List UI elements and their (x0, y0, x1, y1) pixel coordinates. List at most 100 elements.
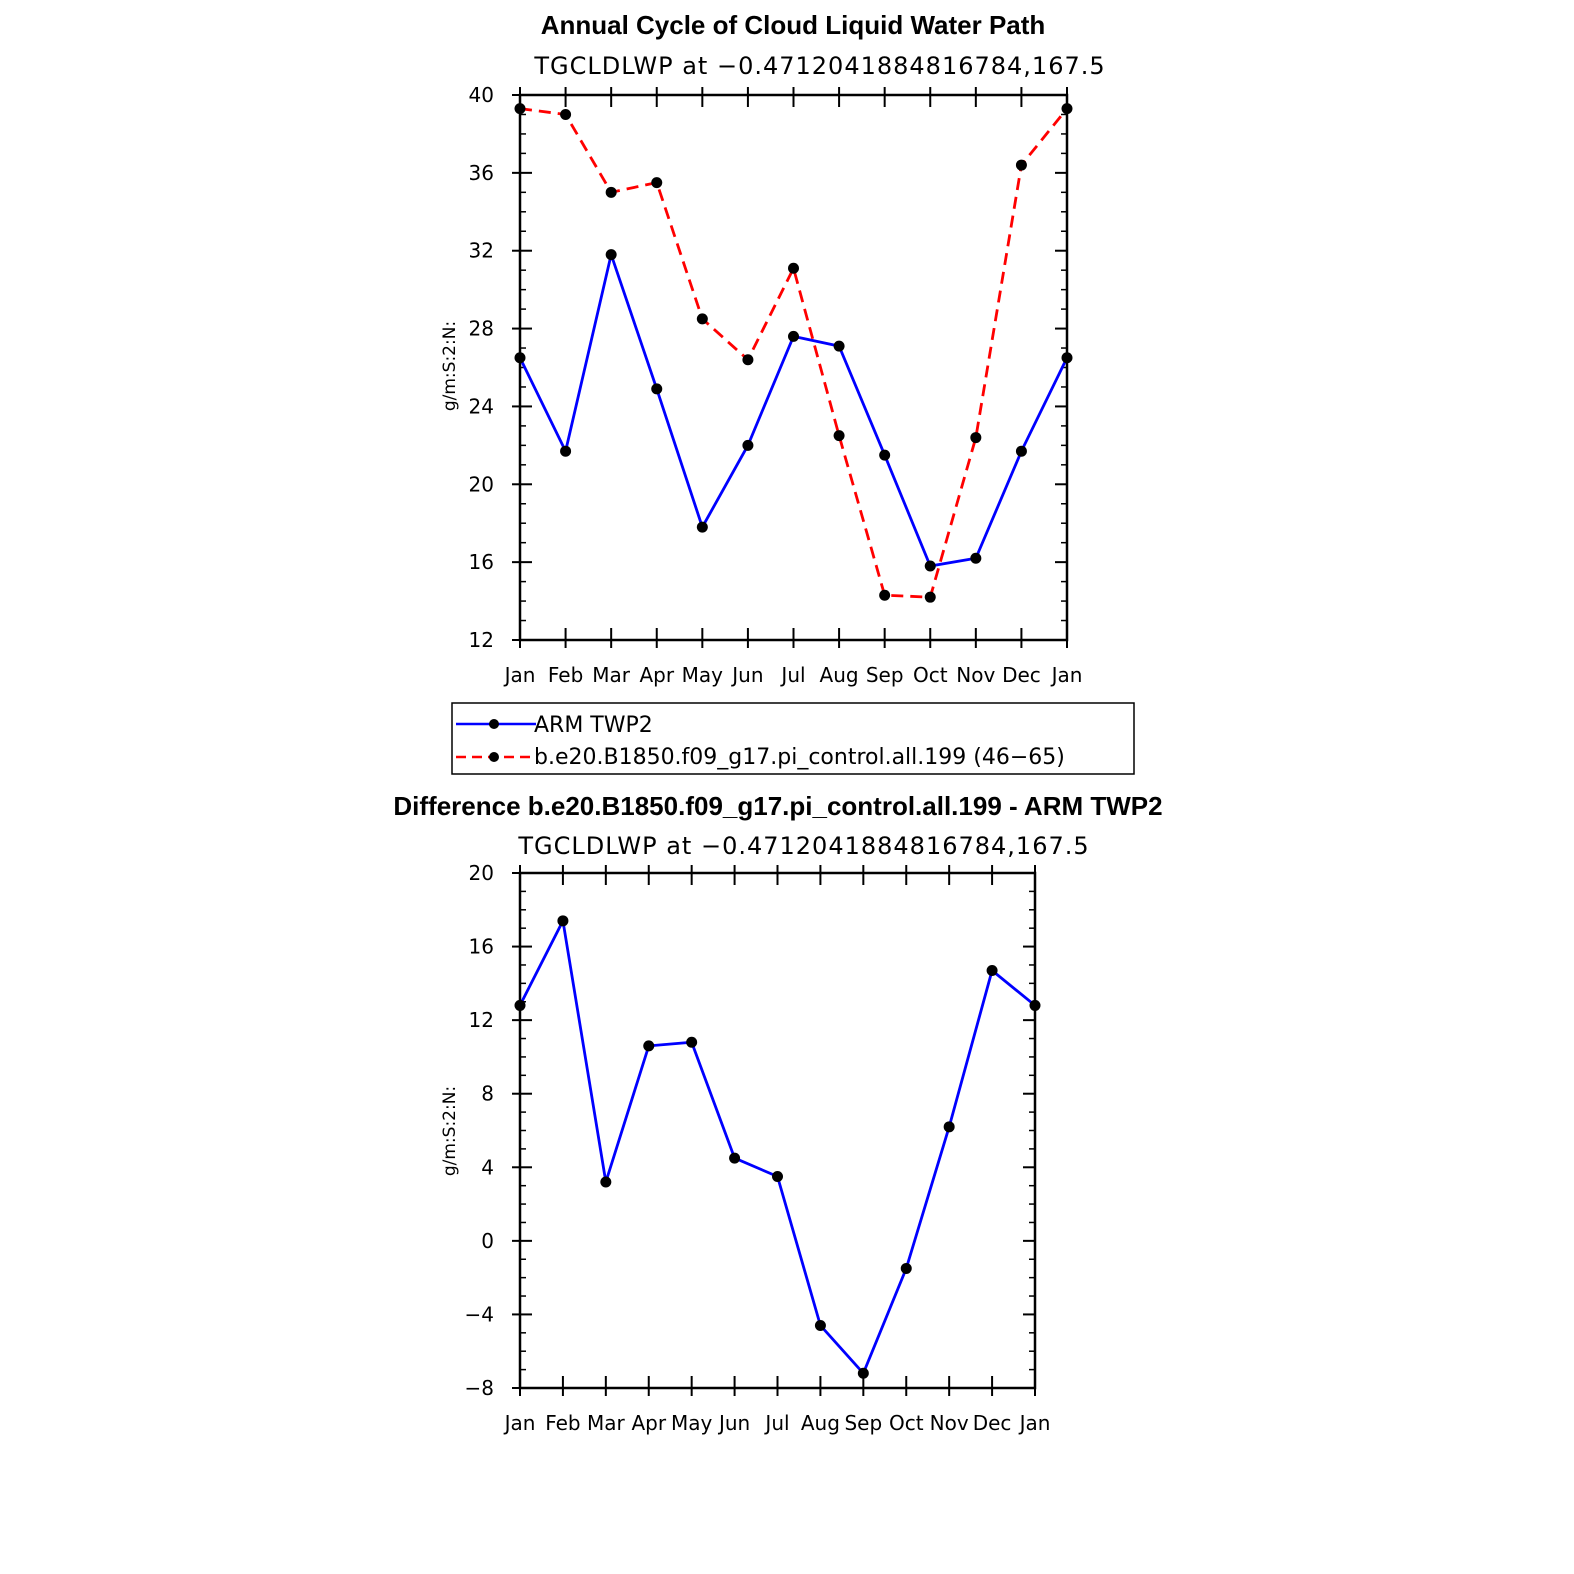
chart1-plot-area (514, 103, 1073, 603)
x-tick-label: Jul (763, 1411, 789, 1435)
y-tick-label: −8 (465, 1376, 494, 1400)
chart2-title: Difference b.e20.B1850.f09_g17.pi_contro… (393, 791, 1162, 821)
x-tick-label: Apr (631, 1411, 666, 1435)
series-0-point (857, 1367, 869, 1379)
series-0-point (696, 521, 708, 533)
series-1-point (742, 354, 754, 366)
chart1-subtitle: TGCLDLWP at −0.4712041884816784,167.5 (533, 52, 1105, 80)
series-0-point (833, 340, 845, 352)
series-0-point (643, 1040, 655, 1052)
x-tick-label: Nov (930, 1411, 969, 1435)
x-tick-label: May (671, 1411, 713, 1435)
series-0-point (943, 1121, 955, 1133)
series-0-point (600, 1176, 612, 1188)
chart2-y-axis-label: g/m:S:2:N: (440, 1086, 460, 1176)
series-0-point (924, 560, 936, 572)
x-tick-label: Oct (913, 663, 948, 687)
series-0-point (651, 383, 663, 395)
series-0-point (605, 249, 617, 261)
x-tick-label: Dec (973, 1411, 1012, 1435)
series-0-point (986, 964, 998, 976)
x-tick-label: Aug (820, 663, 859, 687)
legend-label-model: b.e20.B1850.f09_g17.pi_control.all.199 (… (534, 745, 1065, 770)
x-tick-label: Oct (889, 1411, 924, 1435)
legend-label-arm: ARM TWP2 (534, 713, 653, 738)
y-tick-label: 28 (469, 317, 494, 341)
series-0-point (514, 352, 526, 364)
y-tick-label: 40 (469, 83, 494, 107)
x-tick-label: Jan (1050, 663, 1083, 687)
legend-marker-arm (489, 719, 499, 729)
y-tick-label: 36 (469, 161, 494, 185)
x-tick-label: Jan (1018, 1411, 1051, 1435)
series-0-point (814, 1319, 826, 1331)
difference-chart: Difference b.e20.B1850.f09_g17.pi_contro… (393, 791, 1162, 1435)
y-tick-label: 32 (469, 239, 494, 263)
y-tick-label: 20 (469, 861, 494, 885)
x-tick-label: Jul (779, 663, 805, 687)
y-tick-label: 12 (469, 628, 494, 652)
series-0-point (1029, 999, 1041, 1011)
series-1-point (514, 103, 526, 115)
series-1-point (879, 589, 891, 601)
x-tick-label: Jan (503, 663, 536, 687)
series-0-point (788, 330, 799, 342)
series-0-point (742, 439, 754, 451)
series-1-point (970, 432, 982, 444)
chart1-y-axis-label: g/m:S:2:N: (440, 321, 460, 411)
x-tick-label: Aug (801, 1411, 840, 1435)
series-0-point (900, 1262, 912, 1274)
series-0-point (879, 449, 891, 461)
chart1-axes: 12 16 20 24 28 32 36 40 Jan Feb Mar Apr May Jun Jul Aug… (469, 83, 1083, 687)
x-tick-label: Dec (1002, 663, 1041, 687)
x-tick-label: Jan (503, 1411, 536, 1435)
chart1-title: Annual Cycle of Cloud Liquid Water Path (541, 10, 1046, 40)
x-tick-label: Mar (587, 1411, 626, 1435)
x-tick-label: Jun (730, 663, 763, 687)
y-tick-label: 20 (469, 472, 494, 496)
series-1-point (1015, 159, 1027, 171)
series-1-point (560, 108, 572, 120)
series-1-point (788, 262, 799, 274)
series-0-point (686, 1036, 698, 1048)
series-line-1 (519, 107, 1069, 599)
series-1-point (924, 591, 936, 603)
series-0-point (1061, 352, 1073, 364)
chart2-subtitle: TGCLDLWP at −0.4712041884816784,167.5 (517, 832, 1089, 860)
annual-cycle-chart: Annual Cycle of Cloud Liquid Water Path … (440, 10, 1135, 775)
y-tick-label: −4 (465, 1302, 494, 1326)
x-tick-label: Sep (866, 663, 904, 687)
legend-marker-model (489, 752, 499, 762)
series-0-point (1015, 445, 1027, 457)
series-0-point (557, 915, 569, 927)
y-tick-label: 16 (469, 935, 494, 959)
series-0-point (729, 1152, 741, 1164)
y-tick-label: 24 (469, 394, 494, 418)
x-tick-label: Mar (592, 663, 631, 687)
series-line-0 (518, 916, 1036, 1376)
series-1-point (1061, 103, 1073, 115)
chart2-plot-area (514, 915, 1041, 1379)
y-tick-label: 16 (469, 550, 494, 574)
series-1-point (651, 177, 663, 189)
y-tick-label: 4 (481, 1155, 494, 1179)
x-tick-label: Feb (548, 663, 583, 687)
legend-box (451, 702, 1135, 775)
series-1-point (833, 430, 845, 442)
series-0-point (772, 1170, 783, 1182)
series-line-0 (518, 249, 1069, 568)
x-tick-label: Jun (717, 1411, 750, 1435)
x-tick-label: Sep (844, 1411, 882, 1435)
series-0-point (514, 999, 526, 1011)
chart2-axes: −8 −4 0 4 8 12 16 20 Jan Feb Mar Apr May Jun Jul Aug Sep… (465, 861, 1051, 1435)
y-tick-label: 12 (469, 1008, 494, 1032)
x-tick-label: May (682, 663, 724, 687)
series-1-point (605, 186, 617, 198)
series-1-point (696, 313, 708, 325)
x-tick-label: Apr (639, 663, 674, 687)
x-tick-label: Nov (956, 663, 995, 687)
y-tick-label: 0 (481, 1229, 494, 1253)
chart1-legend: ARM TWP2 b.e20.B1850.f09_g17.pi_control.… (451, 702, 1135, 775)
series-0-point (560, 445, 572, 457)
